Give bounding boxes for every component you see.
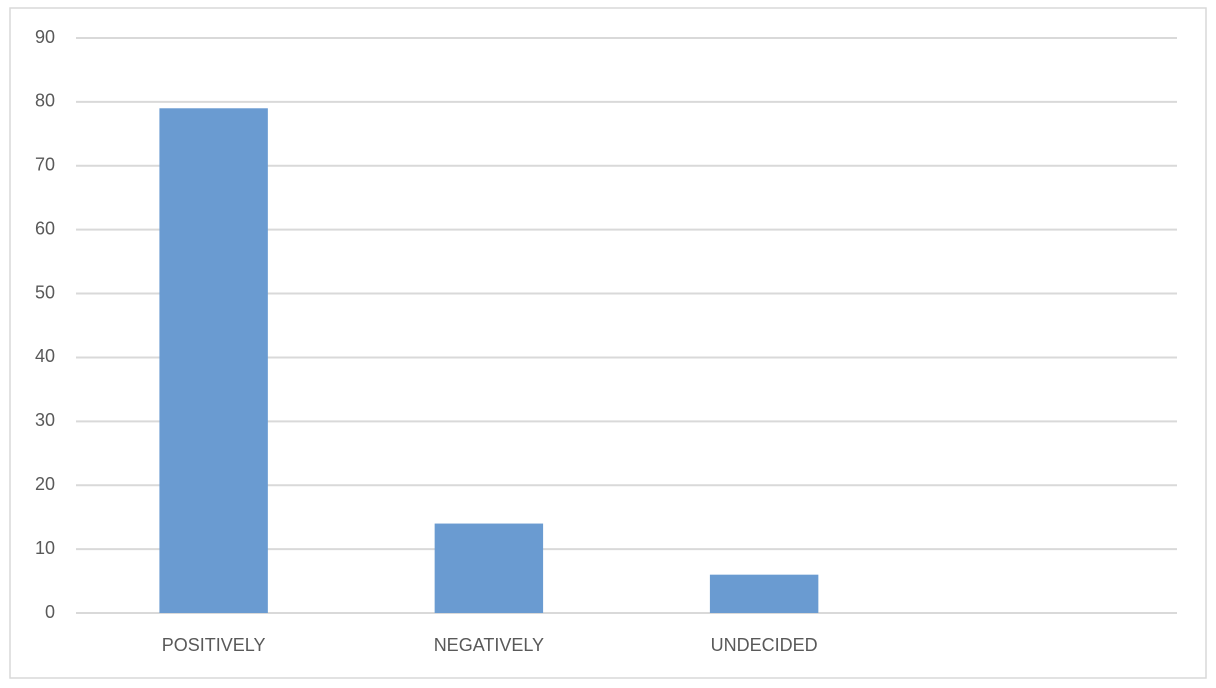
y-tick-label: 60 <box>35 218 55 238</box>
x-tick-label: NEGATIVELY <box>434 635 544 655</box>
bar <box>159 108 268 614</box>
y-tick-label: 10 <box>35 538 55 558</box>
y-tick-label: 50 <box>35 282 55 302</box>
y-tick-label: 80 <box>35 91 55 111</box>
bar <box>434 523 544 613</box>
x-tick-label: POSITIVELY <box>162 635 266 655</box>
y-tick-label: 40 <box>35 346 55 366</box>
y-tick-label: 90 <box>35 27 55 47</box>
y-tick-label: 0 <box>45 602 55 622</box>
y-tick-label: 70 <box>35 155 55 175</box>
x-tick-label: UNDECIDED <box>711 635 818 655</box>
y-tick-label: 20 <box>35 474 55 494</box>
y-tick-label: 30 <box>35 410 55 430</box>
bar <box>709 574 819 613</box>
